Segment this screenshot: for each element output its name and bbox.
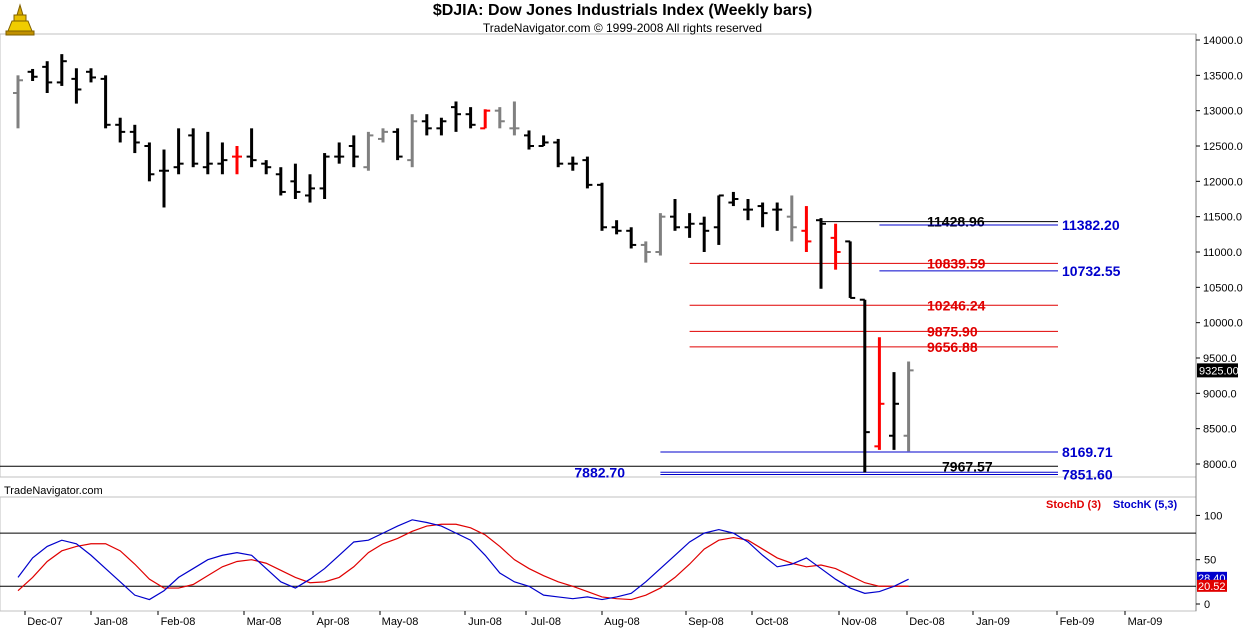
level-label: 10246.24 [927, 297, 986, 313]
y-tick-label: 12000.0 [1203, 176, 1243, 188]
watermark: TradeNavigator.com [4, 485, 103, 497]
legend-stoch-k: StochK (5,3) [1113, 499, 1178, 511]
y-tick-label: 13500.0 [1203, 70, 1243, 82]
last-price-box [1197, 363, 1238, 378]
stoch-d-value: 20.52 [1198, 581, 1226, 593]
y-tick-label: 13000.0 [1203, 106, 1243, 118]
x-tick-label: Nov-08 [841, 616, 876, 628]
x-tick-label: Dec-07 [27, 616, 62, 628]
level-label: 11382.20 [1062, 217, 1120, 233]
trade-navigator-logo-icon [5, 3, 35, 36]
x-tick-label: May-08 [382, 616, 419, 628]
y-axis-area [1196, 34, 1245, 611]
x-tick-label: Apr-08 [316, 616, 349, 628]
x-tick-label: Sep-08 [688, 616, 723, 628]
y-tick-label: 8500.0 [1203, 424, 1237, 436]
y-tick-label: 9500.0 [1203, 353, 1237, 365]
price-panel-frame [0, 33, 1197, 478]
x-tick-label: Mar-08 [247, 616, 282, 628]
level-label: 10839.59 [927, 255, 986, 271]
last-price-label: 9325.00 [1199, 365, 1239, 377]
y-tick-label: 11500.0 [1203, 212, 1242, 224]
y-tick-label: 10000.0 [1203, 318, 1243, 330]
y-tick-label: 14000.0 [1203, 35, 1243, 47]
oscillator-panel-frame [0, 496, 1197, 612]
x-tick-label: Jan-08 [94, 616, 128, 628]
level-label: 7967.57 [942, 458, 993, 474]
stoch-d-value-box [1197, 579, 1227, 592]
x-tick-label: Aug-08 [604, 616, 639, 628]
y-tick-label: 11000.0 [1203, 247, 1242, 259]
level-label: 9875.90 [927, 323, 978, 339]
y-tick-label: 9000.0 [1203, 388, 1237, 400]
chart-title: $DJIA: Dow Jones Industrials Index (Week… [432, 2, 813, 19]
x-tick-label: Mar-09 [1128, 616, 1163, 628]
x-tick-label: Jun-08 [468, 616, 502, 628]
x-tick-label: Jan-09 [976, 616, 1010, 628]
x-tick-label: Feb-08 [161, 616, 196, 628]
chart-subtitle: TradeNavigator.com © 1999-2008 All right… [482, 21, 763, 35]
x-tick-label: Jul-08 [531, 616, 561, 628]
level-label: 7882.70 [574, 464, 625, 480]
y-tick-label: 12500.0 [1203, 141, 1243, 153]
level-label: 11428.96 [927, 214, 985, 230]
y-tick-label: 8000.0 [1203, 459, 1237, 471]
legend-stoch-d: StochD (3) [1046, 499, 1101, 511]
osc-y-tick-label: 0 [1204, 599, 1210, 611]
level-label: 10732.55 [1062, 263, 1121, 279]
osc-y-tick-label: 50 [1204, 555, 1216, 567]
osc-y-tick-label: 100 [1204, 510, 1222, 522]
y-tick-label: 10500.0 [1203, 282, 1243, 294]
level-label: 9656.88 [927, 339, 978, 355]
level-label: 8169.71 [1062, 444, 1113, 460]
x-tick-label: Feb-09 [1060, 616, 1095, 628]
stoch-k-line [17, 519, 909, 601]
level-label: 7851.60 [1062, 466, 1113, 482]
x-tick-label: Oct-08 [755, 616, 788, 628]
x-tick-label: Dec-08 [909, 616, 944, 628]
